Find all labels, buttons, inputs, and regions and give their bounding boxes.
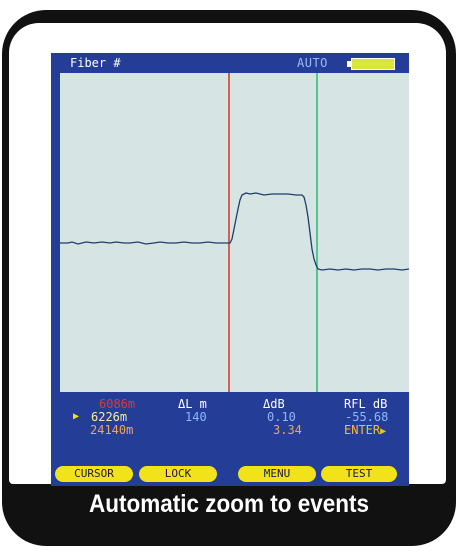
- delta-db-total: 3.34: [273, 423, 302, 437]
- otdr-trace-plot[interactable]: [60, 73, 409, 392]
- menu-softkey[interactable]: MENU: [238, 466, 316, 482]
- selected-cursor-marker-icon: ▶: [73, 411, 80, 422]
- cursor-b-distance: 6226m: [91, 410, 128, 424]
- cursor-a-distance: 6086m: [99, 397, 136, 411]
- delta-db-header: ΔdB: [263, 397, 285, 411]
- delta-l-value: 140: [185, 410, 207, 424]
- cursor-softkey[interactable]: CURSOR: [55, 466, 133, 482]
- rfl-header: RFL dB: [344, 397, 388, 411]
- title-bar: Fiber # AUTO: [51, 53, 409, 73]
- caption-text: Automatic zoom to events: [88, 490, 370, 518]
- auto-mode-label: AUTO: [297, 56, 328, 70]
- lock-softkey[interactable]: LOCK: [139, 466, 217, 482]
- rfl-value: -55.68: [345, 410, 389, 424]
- screen-bezel: Fiber # AUTO 6086m ΔL m ΔdB RFL dB ▶ 622…: [9, 23, 446, 486]
- delta-db-value: 0.10: [267, 410, 296, 424]
- enter-arrow-icon: ▶: [380, 426, 387, 437]
- delta-l-header: ΔL m: [178, 397, 207, 411]
- total-distance: 24140m: [90, 423, 134, 437]
- device-frame: Fiber # AUTO 6086m ΔL m ΔdB RFL dB ▶ 622…: [2, 10, 456, 546]
- otdr-screen: Fiber # AUTO 6086m ΔL m ΔdB RFL dB ▶ 622…: [51, 53, 409, 486]
- battery-icon: [351, 58, 395, 70]
- enter-label: ENTER: [344, 423, 381, 437]
- battery-terminal: [347, 61, 351, 67]
- test-softkey[interactable]: TEST: [321, 466, 397, 482]
- measurement-readout: 6086m ΔL m ΔdB RFL dB ▶ 6226m 140 0.10 -…: [51, 392, 409, 486]
- trace-svg: [60, 73, 409, 392]
- enter-key[interactable]: ENTER▶: [344, 423, 386, 437]
- fiber-label: Fiber #: [70, 56, 121, 70]
- trace-line: [60, 192, 409, 271]
